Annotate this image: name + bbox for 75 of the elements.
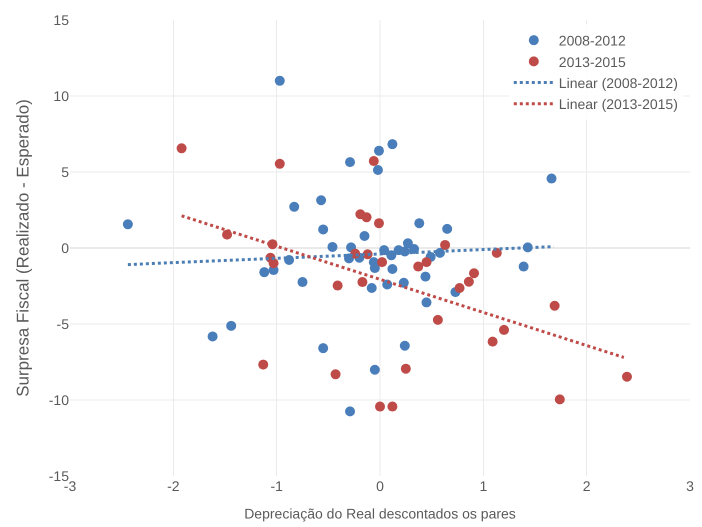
point [372, 165, 383, 176]
point [289, 202, 300, 212]
point [222, 230, 232, 240]
point [420, 272, 430, 282]
x-tick-label: 1 [479, 478, 488, 494]
point [368, 156, 379, 166]
legend-label: 2013-2015 [558, 54, 626, 70]
point [374, 218, 384, 228]
point [370, 364, 380, 375]
point [622, 372, 632, 382]
point [345, 157, 356, 168]
point [332, 280, 343, 291]
point [469, 268, 480, 278]
y-tick-label: 10 [53, 88, 70, 104]
point [370, 263, 380, 274]
point [345, 406, 356, 416]
x-axis-title: Depreciação do Real descontados os pares [244, 505, 516, 522]
point [400, 364, 411, 374]
point [208, 331, 218, 342]
point [259, 267, 270, 278]
point [499, 324, 509, 335]
point [374, 146, 384, 156]
point [546, 174, 557, 184]
point [226, 320, 236, 331]
point [318, 224, 328, 234]
point [362, 212, 372, 222]
y-tick-label: 5 [61, 164, 70, 180]
y-tick-label: -15 [48, 468, 70, 484]
point [387, 139, 398, 150]
point [327, 242, 338, 252]
point [402, 238, 413, 248]
point [268, 258, 279, 268]
y-tick-label: 15 [53, 12, 70, 28]
point [454, 282, 465, 293]
point [550, 300, 560, 311]
point [464, 276, 474, 287]
x-tick-label: 0 [376, 478, 384, 494]
point [330, 369, 341, 380]
point [377, 257, 388, 268]
point [366, 282, 377, 293]
x-tick-label: -2 [167, 478, 180, 494]
legend-label: Linear (2008-2012) [558, 75, 678, 92]
y-tick-label: 0 [61, 240, 70, 256]
point [422, 257, 432, 268]
point [360, 230, 370, 241]
y-tick-label: -10 [48, 392, 70, 408]
point [274, 158, 285, 169]
x-tick-label: -1 [270, 478, 284, 494]
point [258, 360, 268, 370]
y-tick-label: -5 [56, 316, 70, 332]
point [414, 218, 424, 228]
point [176, 143, 187, 154]
x-tick-label: 3 [686, 478, 694, 494]
point [357, 277, 368, 288]
point [122, 219, 133, 230]
y-axis-title: Surpresa Fiscal (Realizado - Esperado) [13, 99, 32, 397]
point [422, 297, 432, 308]
point [298, 277, 308, 288]
point [440, 240, 450, 250]
point [274, 76, 285, 86]
point [375, 402, 385, 412]
point [387, 264, 398, 274]
legend-label: 2008-2012 [558, 32, 626, 49]
legend-label: Linear (2013-2015) [558, 96, 678, 112]
point [413, 262, 424, 272]
point [400, 340, 410, 351]
point [518, 262, 529, 272]
point [387, 402, 398, 412]
point [318, 343, 328, 354]
point [488, 336, 498, 347]
point [554, 394, 565, 404]
x-tick-label: 2 [582, 478, 591, 494]
point [432, 314, 443, 325]
point [316, 195, 326, 206]
point [442, 224, 452, 234]
